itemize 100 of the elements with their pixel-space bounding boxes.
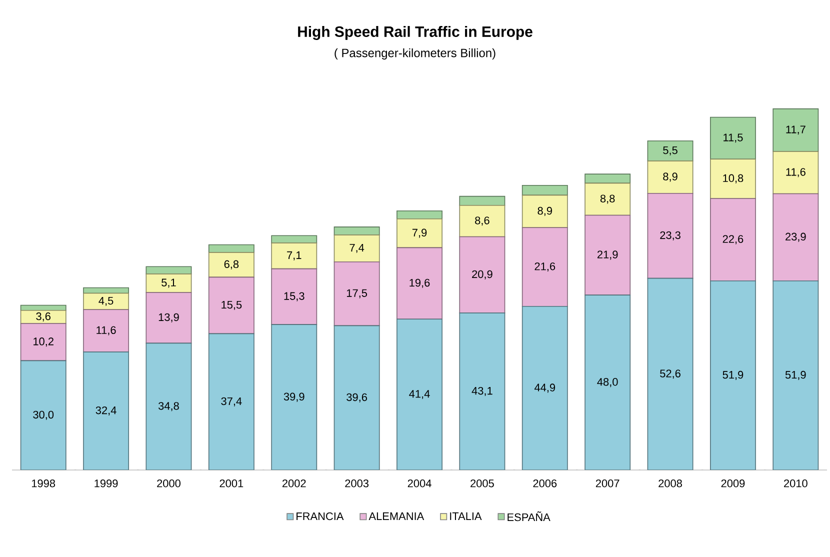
bar [271, 324, 318, 470]
bar [396, 218, 442, 248]
data-label: 10,8 [723, 174, 744, 184]
bar [772, 280, 819, 470]
data-label: 43,1 [472, 386, 492, 396]
data-label: 7,9 [412, 228, 427, 238]
bar [146, 342, 192, 470]
chart-title: High Speed Rail Traffic in Europe [298, 26, 532, 40]
bar [271, 268, 318, 325]
bar [83, 352, 130, 470]
bar [334, 226, 380, 236]
data-label: 41,4 [409, 390, 430, 400]
data-label: 13,9 [158, 313, 179, 322]
bar [647, 278, 694, 470]
data-label: 39,6 [346, 393, 367, 402]
data-label: 48,0 [597, 378, 618, 388]
bar [710, 158, 756, 199]
x-tick-label: 1998 [32, 480, 56, 488]
data-label: 34,8 [158, 402, 179, 412]
data-label: 11,6 [786, 168, 806, 178]
data-label: 5,5 [663, 146, 678, 156]
bar [20, 360, 66, 470]
bar [396, 318, 442, 470]
bar [146, 266, 192, 274]
data-label: 17,5 [346, 289, 368, 298]
data-label: 8,8 [600, 194, 615, 204]
bar [396, 247, 442, 320]
chart-subtitle: ( Passenger-kilometers Billion) [334, 48, 496, 60]
legend-label: FRANCIA [296, 512, 344, 520]
bar [396, 210, 442, 220]
data-label: 11,6 [96, 326, 116, 336]
bar [208, 276, 254, 334]
data-label: 15,5 [222, 300, 242, 310]
bar [647, 192, 694, 279]
data-label: 21,6 [534, 262, 556, 272]
data-label: 51,9 [722, 370, 744, 380]
x-tick-label: 2006 [533, 480, 557, 488]
x-tick-label: 2000 [157, 480, 180, 488]
legend-label: ESPAÑA [508, 511, 550, 522]
bar [647, 140, 694, 162]
bar [83, 309, 130, 352]
data-label: 8,9 [538, 206, 552, 216]
data-label: 37,4 [221, 397, 242, 406]
data-label: 11,7 [786, 126, 806, 135]
x-tick-label: 2009 [721, 480, 745, 488]
bar [584, 182, 631, 216]
bar [710, 280, 756, 470]
data-label: 3,6 [36, 312, 50, 322]
bar [208, 333, 254, 470]
x-tick-label: 2001 [220, 480, 244, 488]
bar [584, 294, 631, 470]
bar [710, 198, 756, 282]
bar [522, 184, 568, 196]
data-label: 20,9 [472, 270, 492, 280]
data-label: 19,6 [410, 278, 430, 288]
x-tick-label: 2002 [282, 480, 306, 488]
data-label: 10,2 [34, 338, 54, 347]
bar [522, 194, 568, 228]
bar [710, 116, 756, 160]
bar [772, 151, 819, 194]
bar [584, 214, 631, 296]
bar [20, 323, 66, 362]
legend-label: ITALIA [450, 512, 482, 520]
bar [334, 234, 380, 262]
data-label: 7,1 [287, 251, 302, 260]
bar [459, 205, 506, 238]
bar [459, 312, 506, 470]
bar [584, 174, 631, 184]
bar [522, 306, 568, 470]
data-label: 44,9 [534, 384, 556, 393]
data-label: 39,9 [284, 392, 304, 402]
bar [208, 252, 254, 278]
x-tick-label: 2003 [345, 480, 369, 488]
bar [772, 108, 819, 152]
bar [459, 196, 506, 206]
data-label: 8,9 [663, 172, 678, 182]
bar [334, 325, 380, 470]
data-label: 4,5 [98, 296, 114, 306]
bar [146, 292, 192, 344]
bar [772, 193, 819, 282]
data-label: 32,4 [96, 406, 116, 416]
bar [522, 227, 568, 307]
data-label: 6,8 [224, 260, 239, 270]
legend-label: ALEMANIA [368, 512, 424, 520]
data-label: 52,6 [660, 370, 680, 379]
data-label: 15,3 [284, 292, 304, 302]
x-tick-label: 2005 [470, 480, 494, 488]
bar [334, 262, 380, 326]
x-tick-label: 2008 [658, 480, 682, 488]
data-label: 22,6 [722, 235, 744, 244]
x-tick-label: 2010 [784, 480, 808, 488]
data-label: 23,9 [786, 232, 806, 242]
data-label: 21,9 [597, 250, 618, 260]
bar [647, 160, 694, 194]
x-tick-label: 1999 [94, 480, 118, 488]
bar [459, 236, 506, 314]
data-label: 51,9 [785, 370, 806, 380]
data-label: 8,6 [475, 216, 490, 226]
x-tick-label: 2007 [596, 480, 620, 488]
bar [271, 242, 318, 270]
